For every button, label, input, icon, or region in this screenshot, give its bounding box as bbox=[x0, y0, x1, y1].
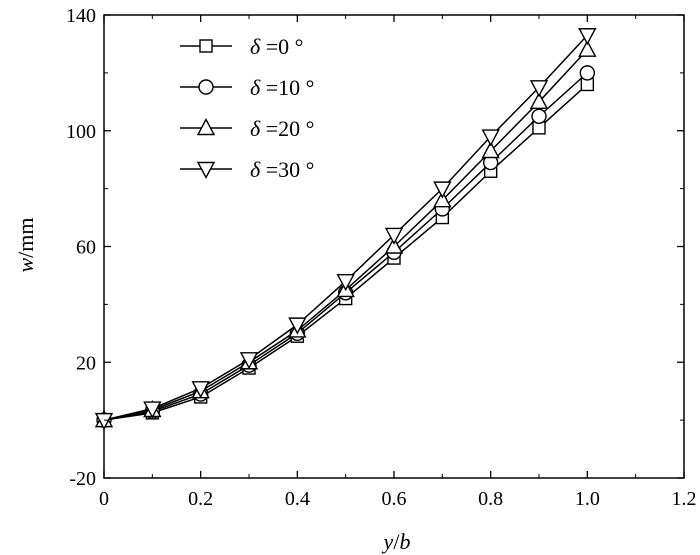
legend-marker bbox=[196, 118, 216, 136]
data-point bbox=[578, 28, 597, 46]
series-square bbox=[97, 77, 595, 427]
data-point bbox=[336, 274, 355, 292]
data-point bbox=[191, 381, 210, 399]
y-tick-label: 140 bbox=[66, 5, 96, 27]
data-point bbox=[384, 227, 404, 245]
data-point bbox=[481, 129, 500, 147]
data-point bbox=[578, 39, 597, 57]
x-tick-label: 0.2 bbox=[188, 488, 213, 510]
legend-marker bbox=[196, 161, 216, 179]
y-tick-label: 20 bbox=[76, 352, 96, 374]
x-tick-label: 0.4 bbox=[285, 488, 310, 510]
series-circle bbox=[96, 65, 596, 428]
x-tick-label: 0.8 bbox=[478, 488, 503, 510]
legend-marker bbox=[199, 39, 213, 53]
legend-label: δ =0 ° bbox=[250, 34, 303, 59]
x-axis-label: y/b bbox=[382, 529, 411, 554]
legend-label: δ =30 ° bbox=[250, 157, 314, 182]
x-tick-label: 0 bbox=[99, 488, 109, 510]
series-line bbox=[103, 83, 588, 421]
y-tick-label: 60 bbox=[76, 237, 96, 259]
data-point bbox=[433, 190, 452, 208]
legend-entry: δ =20 ° bbox=[180, 116, 314, 141]
legend-marker bbox=[198, 79, 214, 95]
y-tick-label: 100 bbox=[66, 121, 96, 143]
data-point bbox=[531, 108, 547, 124]
legend-entry: δ =30 ° bbox=[180, 157, 314, 182]
x-tick-label: 1.0 bbox=[575, 488, 600, 510]
series-line bbox=[103, 49, 588, 421]
data-point bbox=[288, 317, 307, 335]
series-line bbox=[103, 34, 588, 421]
x-tick-label: 1.2 bbox=[672, 488, 697, 510]
legend: δ =0 ° δ =10 ° δ =20 ° δ =30 ° bbox=[180, 34, 314, 182]
x-tick-label: 0.6 bbox=[382, 488, 407, 510]
y-axis: -20 20 60 100 140 bbox=[66, 5, 684, 490]
plot-area bbox=[94, 14, 685, 479]
data-point bbox=[384, 236, 404, 254]
data-point bbox=[433, 181, 452, 199]
legend-label: δ =10 ° bbox=[250, 75, 314, 100]
data-point bbox=[239, 352, 259, 370]
x-axis: 0 0.2 0.4 0.6 0.8 1.0 1.2 bbox=[99, 15, 697, 510]
legend-entry: δ =0 ° bbox=[180, 34, 303, 59]
legend-entry: δ =10 ° bbox=[180, 75, 314, 100]
y-tick-label: -20 bbox=[69, 468, 96, 490]
data-point bbox=[94, 412, 114, 431]
y-axis-label: w/mm bbox=[13, 217, 38, 272]
series-line bbox=[103, 72, 588, 421]
data-point bbox=[579, 65, 596, 81]
legend-label: δ =20 ° bbox=[250, 116, 314, 141]
data-point bbox=[481, 141, 500, 159]
data-point bbox=[529, 80, 549, 98]
series-triangle-up bbox=[94, 39, 597, 428]
series-triangle-down bbox=[94, 28, 597, 431]
data-point bbox=[143, 401, 162, 419]
data-point bbox=[529, 91, 549, 110]
